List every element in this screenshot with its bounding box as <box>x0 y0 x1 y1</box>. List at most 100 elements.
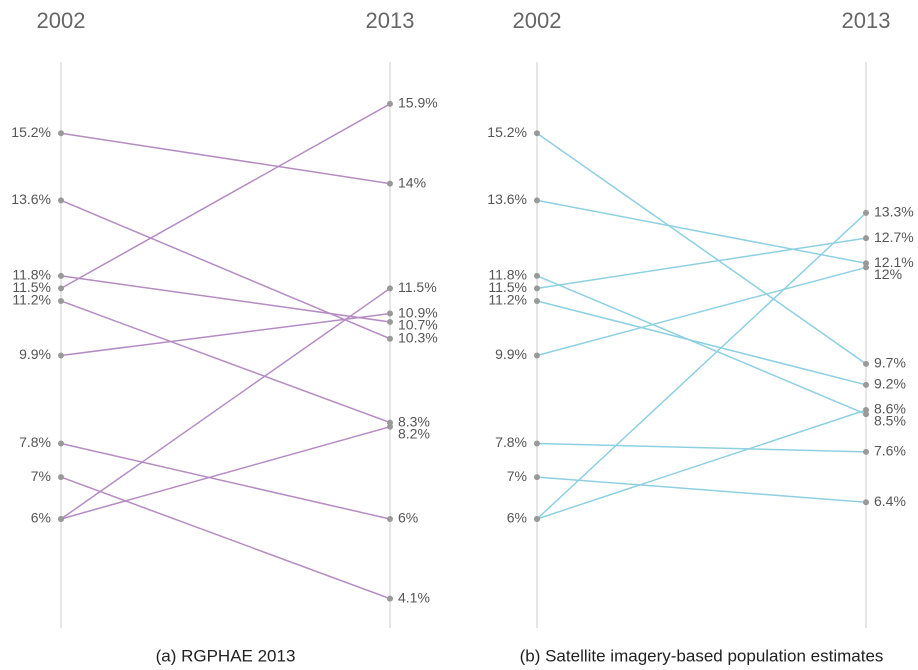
slope-line <box>536 212 867 520</box>
end-point <box>863 499 869 506</box>
slope-line <box>536 132 867 365</box>
value-label: 9.9% <box>19 346 51 362</box>
slope-line <box>60 275 391 323</box>
slope-line <box>536 275 867 415</box>
end-point <box>387 515 393 522</box>
slope-line <box>536 237 867 290</box>
end-point <box>387 285 393 292</box>
end-point <box>387 310 393 317</box>
value-label: 11.2% <box>488 292 527 308</box>
slope-line <box>536 476 867 503</box>
value-label: 9.7% <box>874 355 906 371</box>
value-label: 13.3% <box>874 204 914 220</box>
end-point <box>58 515 64 522</box>
end-point <box>863 381 869 388</box>
slope-line <box>60 426 391 520</box>
value-label: 15.9% <box>398 95 438 111</box>
value-label: 6% <box>507 510 527 526</box>
value-label: 6% <box>398 510 418 526</box>
column-header: 2002 <box>513 8 562 33</box>
value-label: 13.6% <box>11 191 51 207</box>
slope-line <box>536 300 867 386</box>
end-point <box>58 130 64 137</box>
end-point <box>58 440 64 447</box>
end-point <box>387 318 393 325</box>
value-label: 9.9% <box>495 346 527 362</box>
slope-line <box>536 409 867 520</box>
end-point <box>534 352 540 359</box>
value-label: 7% <box>31 468 51 484</box>
slope-line <box>60 300 391 424</box>
value-label: 10.7% <box>398 316 438 332</box>
value-label: 9.2% <box>874 376 906 392</box>
value-label: 10.3% <box>398 329 438 345</box>
value-label: 11.5% <box>488 279 527 295</box>
value-label: 11.8% <box>12 267 51 283</box>
end-point <box>534 515 540 522</box>
end-point <box>58 272 64 279</box>
value-label: 12.1% <box>874 254 914 270</box>
end-point <box>534 474 540 481</box>
value-label: 12% <box>874 266 902 282</box>
value-label: 11.8% <box>488 267 527 283</box>
slope-line <box>536 442 867 453</box>
end-point <box>863 406 869 413</box>
end-point <box>58 474 64 481</box>
end-point <box>863 448 869 455</box>
end-point <box>387 423 393 430</box>
slope-line <box>60 103 391 290</box>
slope-line <box>60 312 391 357</box>
end-point <box>534 285 540 292</box>
value-label: 4.1% <box>398 589 430 605</box>
column-header: 2002 <box>37 8 86 33</box>
column-header: 2013 <box>842 8 891 33</box>
value-label: 7.6% <box>874 443 906 459</box>
slope-line <box>536 266 867 357</box>
value-label: 6% <box>31 510 51 526</box>
caption: (b) Satellite imagery-based population e… <box>520 646 884 665</box>
slope-line <box>60 442 391 520</box>
value-label: 7.8% <box>495 434 527 450</box>
end-point <box>387 180 393 187</box>
end-point <box>534 440 540 447</box>
value-label: 6.4% <box>874 493 906 509</box>
caption: (a) RGPHAE 2013 <box>156 646 296 665</box>
end-point <box>863 235 869 242</box>
value-label: 8.3% <box>398 413 430 429</box>
end-point <box>387 595 393 602</box>
value-label: 7% <box>507 468 527 484</box>
slope-line <box>60 476 391 600</box>
end-point <box>387 100 393 107</box>
value-label: 8.5% <box>874 413 906 429</box>
end-point <box>58 352 64 359</box>
end-point <box>863 411 869 418</box>
end-point <box>58 197 64 204</box>
value-label: 7.8% <box>19 434 51 450</box>
end-point <box>863 264 869 271</box>
end-point <box>58 285 64 292</box>
end-point <box>863 360 869 367</box>
slope-line <box>60 287 391 520</box>
value-label: 8.6% <box>874 401 906 417</box>
end-point <box>863 209 869 216</box>
slope-line <box>60 132 391 185</box>
value-label: 14% <box>398 174 426 190</box>
end-point <box>534 297 540 304</box>
end-point <box>58 297 64 304</box>
end-point <box>534 272 540 279</box>
value-label: 15.2% <box>11 124 51 140</box>
end-point <box>863 260 869 267</box>
value-label: 13.6% <box>487 191 527 207</box>
end-point <box>387 419 393 426</box>
value-label: 11.2% <box>12 292 51 308</box>
end-point <box>534 130 540 137</box>
end-point <box>387 335 393 342</box>
slope-line <box>60 199 391 340</box>
slope-line <box>536 199 867 264</box>
end-point <box>534 197 540 204</box>
value-label: 11.5% <box>398 279 437 295</box>
value-label: 11.5% <box>12 279 51 295</box>
value-label: 15.2% <box>487 124 527 140</box>
value-label: 8.2% <box>398 425 430 441</box>
